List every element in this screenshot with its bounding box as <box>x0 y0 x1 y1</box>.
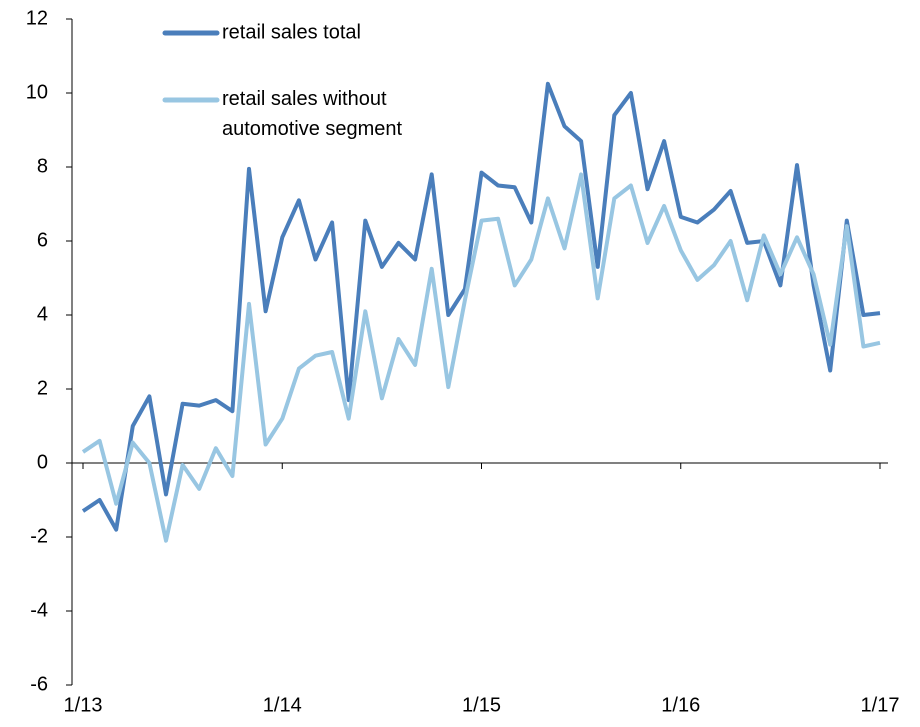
x-tick-label: 1/16 <box>661 694 700 716</box>
y-tick-label: 6 <box>37 229 48 251</box>
x-tick-label: 1/14 <box>263 694 302 716</box>
legend-label-line: retail sales without <box>222 88 387 110</box>
y-tick-label: 8 <box>37 155 48 177</box>
x-tick-label: 1/17 <box>861 694 900 716</box>
y-tick-label: 4 <box>37 303 48 325</box>
line-series <box>81 81 881 532</box>
y-tick-label: -4 <box>30 599 48 621</box>
x-tick-label: 1/13 <box>64 694 103 716</box>
legend-label: retail sales total <box>222 21 361 43</box>
y-tick-label: 12 <box>26 7 48 29</box>
y-tick-label: -2 <box>30 525 48 547</box>
line-series <box>81 172 881 543</box>
legend-label: retail sales without automotive segment <box>222 88 403 140</box>
y-tick-label: 0 <box>37 451 48 473</box>
y-tick-label: 2 <box>37 377 48 399</box>
y-tick-label: 10 <box>26 81 48 103</box>
legend-label-line: automotive segment <box>222 118 403 140</box>
y-tick-label: -6 <box>30 673 48 695</box>
x-tick-label: 1/15 <box>462 694 501 716</box>
